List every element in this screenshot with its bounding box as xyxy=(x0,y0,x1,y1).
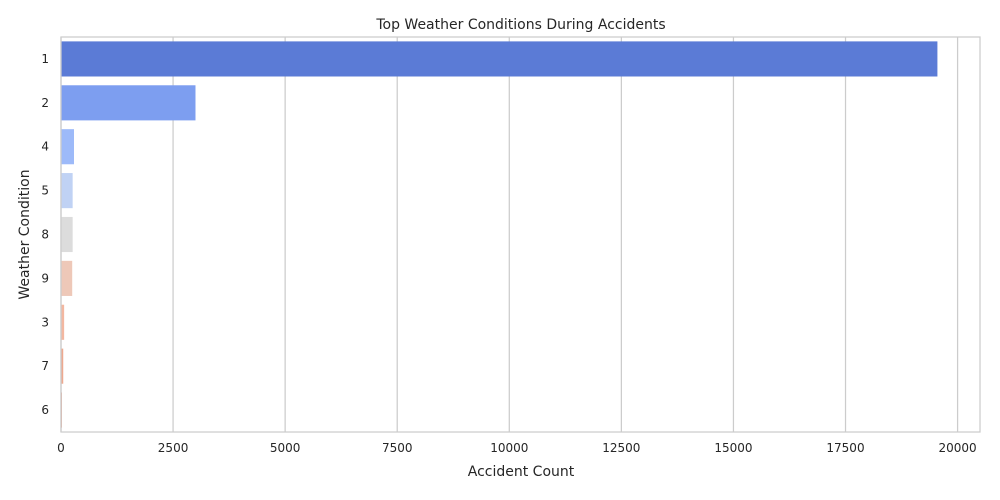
y-tick-label: 3 xyxy=(41,315,49,329)
x-tick-labels: 0 2500 5000 7500 10000 12500 15000 17500 20000 xyxy=(57,441,976,455)
y-tick-label: 1 xyxy=(41,52,49,66)
x-axis-label: Accident Count xyxy=(468,464,575,480)
bar-7 xyxy=(61,348,64,384)
y-tick-label: 6 xyxy=(41,403,49,417)
x-tick-label: 5000 xyxy=(270,441,301,455)
plot-frame xyxy=(60,36,981,433)
y-tick-label: 2 xyxy=(41,96,49,110)
y-tick-label: 4 xyxy=(41,140,49,154)
x-tick-label: 0 xyxy=(57,441,65,455)
x-tick-label: 17500 xyxy=(826,441,864,455)
bars xyxy=(61,41,938,428)
y-tick-label: 7 xyxy=(41,359,49,373)
bar-9 xyxy=(61,260,73,296)
bar-4 xyxy=(61,129,75,165)
y-tick-label: 5 xyxy=(41,184,49,198)
bar-8 xyxy=(61,216,73,253)
bar-1 xyxy=(61,41,938,77)
x-tick-label: 2500 xyxy=(158,441,189,455)
chart-title: Top Weather Conditions During Accidents xyxy=(375,17,665,33)
y-axis-label: Weather Condition xyxy=(17,169,33,299)
x-tick-label: 20000 xyxy=(938,441,976,455)
y-tick-label: 8 xyxy=(41,228,49,242)
y-tick-label: 9 xyxy=(41,271,49,285)
x-tick-label: 7500 xyxy=(382,441,413,455)
bar-3 xyxy=(61,304,65,340)
x-tick-label: 12500 xyxy=(602,441,640,455)
y-tick-labels: 1 2 4 5 8 9 3 7 6 xyxy=(41,52,49,417)
x-tick-label: 10000 xyxy=(490,441,528,455)
bar-2 xyxy=(61,85,196,121)
x-tick-label: 15000 xyxy=(714,441,752,455)
bar-5 xyxy=(61,173,73,209)
